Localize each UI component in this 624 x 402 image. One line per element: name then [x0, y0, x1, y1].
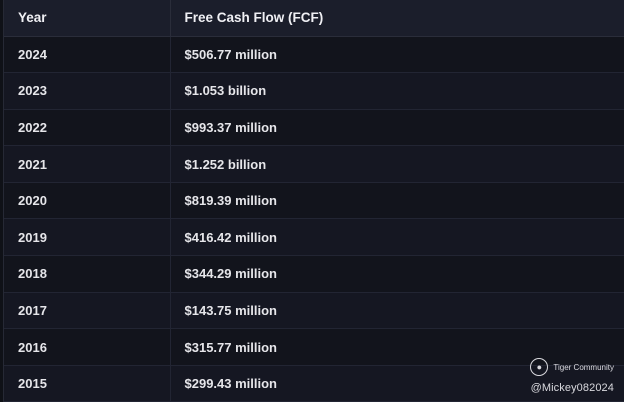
- table-row: 2020 $819.39 million: [4, 182, 624, 220]
- table-row: 2024 $506.77 million: [4, 36, 624, 74]
- fcf-cell: $416.42 million: [169, 218, 624, 257]
- year-cell: 2021: [4, 145, 170, 183]
- table-body: 2024 $506.77 million 2023 $1.053 billion…: [4, 36, 624, 402]
- fcf-cell: $993.37 million: [169, 109, 624, 147]
- table-row: 2022 $993.37 million: [4, 109, 624, 147]
- table-row: 2016 $315.77 million: [4, 328, 624, 366]
- table-header-row: Year Free Cash Flow (FCF): [4, 0, 624, 37]
- year-cell: 2023: [4, 72, 170, 110]
- watermark-handle: @Mickey082024: [530, 382, 614, 394]
- year-cell: 2022: [4, 109, 170, 147]
- table-row: 2017 $143.75 million: [4, 292, 624, 330]
- year-cell: 2017: [4, 292, 170, 330]
- column-header-fcf: Free Cash Flow (FCF): [169, 0, 624, 37]
- tiger-logo-icon: ●: [530, 358, 549, 376]
- fcf-cell: $299.43 million: [169, 365, 624, 402]
- table-header: Year Free Cash Flow (FCF): [4, 0, 624, 37]
- fcf-cell: $506.77 million: [169, 36, 624, 74]
- table-row: 2015 $299.43 million: [4, 365, 624, 402]
- watermark: ● Tiger Community @Mickey082024: [530, 358, 614, 394]
- year-cell: 2019: [4, 218, 170, 257]
- fcf-cell: $1.252 billion: [169, 145, 624, 183]
- table-row: 2021 $1.252 billion: [4, 145, 624, 183]
- fcf-table-container: Year Free Cash Flow (FCF) 2024 $506.77 m…: [3, 0, 624, 402]
- year-cell: 2018: [4, 255, 170, 293]
- table-row: 2023 $1.053 billion: [4, 72, 624, 110]
- year-cell: 2015: [4, 365, 170, 402]
- fcf-cell: $143.75 million: [169, 292, 624, 330]
- column-header-year: Year: [4, 0, 170, 37]
- year-cell: 2020: [4, 182, 170, 220]
- watermark-brand: ● Tiger Community: [530, 358, 614, 376]
- year-cell: 2024: [4, 36, 170, 74]
- fcf-cell: $344.29 million: [169, 255, 624, 293]
- fcf-cell: $315.77 million: [169, 328, 624, 366]
- year-cell: 2016: [4, 328, 170, 366]
- watermark-brand-label: Tiger Community: [553, 362, 614, 372]
- table-row: 2019 $416.42 million: [4, 218, 624, 257]
- fcf-cell: $819.39 million: [169, 182, 624, 220]
- table-row: 2018 $344.29 million: [4, 255, 624, 293]
- fcf-cell: $1.053 billion: [169, 72, 624, 110]
- fcf-table: Year Free Cash Flow (FCF) 2024 $506.77 m…: [4, 0, 624, 402]
